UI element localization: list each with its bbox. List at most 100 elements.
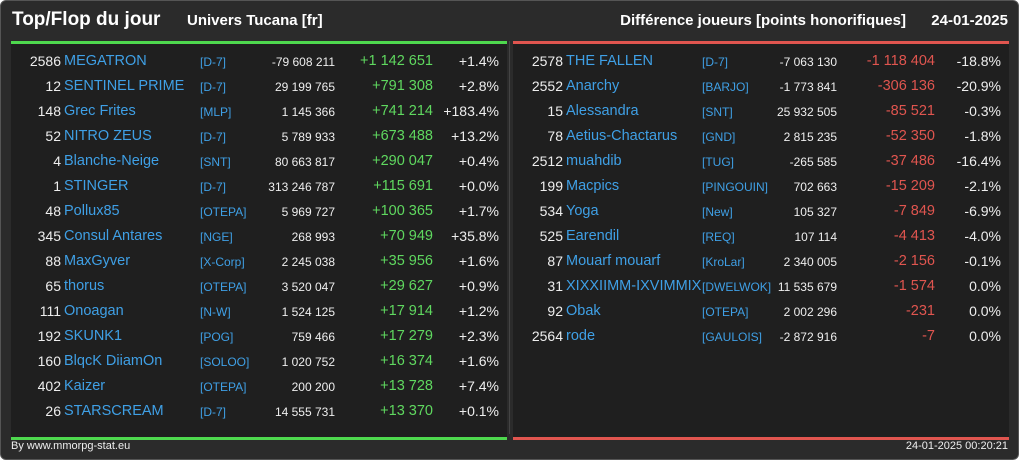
player-name-link[interactable]: STINGER bbox=[64, 178, 129, 194]
guild-tag-link[interactable]: [D-7] bbox=[702, 55, 729, 69]
player-name-link[interactable]: muahdib bbox=[566, 153, 622, 169]
top-row: 26 STARSCREAM [D-7] 14 555 731 +13 370 +0.1% bbox=[11, 399, 507, 424]
diff-cell: -7 849 bbox=[893, 203, 935, 219]
guild-tag-link[interactable]: [GAULOIS] bbox=[702, 330, 763, 344]
player-name-link[interactable]: BlqcK DiiamOn bbox=[64, 353, 163, 369]
guild-tag-link[interactable]: [PINGOUIN] bbox=[702, 180, 769, 194]
player-name-link[interactable]: MaxGyver bbox=[64, 253, 131, 269]
player-name-link[interactable]: Grec Frites bbox=[64, 103, 136, 119]
guild-tag-link[interactable]: [New] bbox=[702, 205, 733, 219]
guild-tag-link[interactable]: [REQ] bbox=[702, 230, 735, 244]
player-name-link[interactable]: rode bbox=[566, 328, 596, 344]
percent-cell: +1.2% bbox=[458, 303, 499, 319]
percent-cell: 0.0% bbox=[969, 328, 1001, 344]
guild-tag-link[interactable]: [SOLOO] bbox=[200, 355, 250, 369]
top-panel: 2586 MEGATRON [D-7] -79 608 211 +1 142 651 +1… bbox=[11, 41, 507, 440]
percent-cell: 0.0% bbox=[969, 303, 1001, 319]
rank-cell: 78 bbox=[547, 128, 563, 144]
points-cell: 759 466 bbox=[291, 330, 335, 344]
guild-tag-link[interactable]: [BARJO] bbox=[702, 80, 749, 94]
guild-tag-link[interactable]: [OTEPA] bbox=[200, 280, 247, 294]
player-name-link[interactable]: STARSCREAM bbox=[64, 403, 164, 419]
player-name-link[interactable]: Anarchy bbox=[566, 78, 620, 94]
guild-tag-link[interactable]: [DWELWOK] bbox=[702, 280, 772, 294]
player-name-link[interactable]: Consul Antares bbox=[64, 228, 163, 244]
percent-cell: -18.8% bbox=[956, 53, 1001, 69]
page-title: Top/Flop du jour bbox=[12, 9, 161, 30]
guild-tag-link[interactable]: [KroLar] bbox=[702, 255, 745, 269]
diff-cell: +70 949 bbox=[380, 228, 433, 244]
points-cell: 5 969 727 bbox=[281, 205, 335, 219]
player-name-link[interactable]: MEGATRON bbox=[64, 53, 147, 69]
player-name-link[interactable]: Blanche-Neige bbox=[64, 153, 160, 169]
flop-row: 31 XIXXIIMM-IXVIMMIX [DWELWOK] 11 535 679 -1… bbox=[513, 274, 1009, 299]
player-name-link[interactable]: Macpics bbox=[566, 178, 620, 194]
guild-tag-link[interactable]: [MLP] bbox=[200, 105, 232, 119]
guild-tag-link[interactable]: [D-7] bbox=[200, 80, 227, 94]
player-name-link[interactable]: THE FALLEN bbox=[566, 53, 654, 69]
points-cell: 25 932 505 bbox=[776, 105, 837, 119]
player-name-link[interactable]: SENTINEL PRIME bbox=[64, 78, 185, 94]
header: Top/Flop du jour Univers Tucana [fr] Dif… bbox=[1, 1, 1018, 41]
diff-cell: -52 350 bbox=[885, 128, 935, 144]
player-name-link[interactable]: thorus bbox=[64, 278, 105, 294]
guild-tag-link[interactable]: [N-W] bbox=[200, 305, 231, 319]
diff-cell: +13 728 bbox=[380, 378, 433, 394]
top-row: 52 NITRO ZEUS [D-7] 5 789 933 +673 488 +13.2% bbox=[11, 124, 507, 149]
guild-tag-link[interactable]: [NGE] bbox=[200, 230, 233, 244]
rank-cell: 525 bbox=[539, 228, 563, 244]
rank-cell: 48 bbox=[45, 203, 61, 219]
player-name-link[interactable]: Alessandra bbox=[566, 103, 639, 119]
diff-cell: -2 156 bbox=[893, 253, 935, 269]
guild-tag-link[interactable]: [OTEPA] bbox=[200, 205, 247, 219]
diff-cell: -1 574 bbox=[893, 278, 935, 294]
guild-tag-link[interactable]: [OTEPA] bbox=[200, 380, 247, 394]
percent-cell: +7.4% bbox=[458, 378, 499, 394]
guild-tag-link[interactable]: [D-7] bbox=[200, 130, 227, 144]
guild-tag-link[interactable]: [TUG] bbox=[702, 155, 734, 169]
guild-tag-link[interactable]: [SNT] bbox=[702, 105, 733, 119]
player-name-link[interactable]: Onoagan bbox=[64, 303, 124, 319]
guild-tag-link[interactable]: [SNT] bbox=[200, 155, 231, 169]
diff-cell: +13 370 bbox=[380, 403, 433, 419]
top-row: 160 BlqcK DiiamOn [SOLOO] 1 020 752 +16 374 +… bbox=[11, 349, 507, 374]
player-name-link[interactable]: Earendil bbox=[566, 228, 620, 244]
diff-cell: +290 047 bbox=[372, 153, 433, 169]
points-cell: 2 002 296 bbox=[783, 305, 837, 319]
top-row: 148 Grec Frites [MLP] 1 145 366 +741 214 +183… bbox=[11, 99, 507, 124]
player-name-link[interactable]: Aetius-Chactarus bbox=[566, 128, 678, 144]
top-row: 111 Onoagan [N-W] 1 524 125 +17 914 +1.2% bbox=[11, 299, 507, 324]
guild-tag-link[interactable]: [POG] bbox=[200, 330, 234, 344]
player-name-link[interactable]: Pollux85 bbox=[64, 203, 120, 219]
diff-cell: -1 118 404 bbox=[866, 53, 935, 69]
rank-cell: 2586 bbox=[29, 53, 61, 69]
player-name-link[interactable]: Obak bbox=[566, 303, 601, 319]
percent-cell: -20.9% bbox=[956, 78, 1001, 94]
guild-tag-link[interactable]: [D-7] bbox=[200, 405, 227, 419]
points-cell: -7 063 130 bbox=[779, 55, 837, 69]
guild-tag-link[interactable]: [D-7] bbox=[200, 55, 227, 69]
diff-cell: +115 691 bbox=[373, 178, 433, 194]
guild-tag-link[interactable]: [X-Corp] bbox=[200, 255, 245, 269]
points-cell: 3 520 047 bbox=[281, 280, 335, 294]
rank-cell: 2578 bbox=[531, 53, 563, 69]
percent-cell: +2.8% bbox=[458, 78, 499, 94]
points-cell: 2 340 005 bbox=[783, 255, 837, 269]
player-name-link[interactable]: SKUNK1 bbox=[64, 328, 123, 344]
player-name-link[interactable]: XIXXIIMM-IXVIMMIX bbox=[566, 278, 702, 294]
points-cell: 80 663 817 bbox=[274, 155, 335, 169]
guild-tag-link[interactable]: [OTEPA] bbox=[702, 305, 749, 319]
guild-tag-link[interactable]: [D-7] bbox=[200, 180, 227, 194]
diff-cell: +17 279 bbox=[380, 328, 433, 344]
player-name-link[interactable]: Yoga bbox=[566, 203, 599, 219]
rank-cell: 534 bbox=[539, 203, 563, 219]
player-name-link[interactable]: Kaizer bbox=[64, 378, 106, 394]
flop-row: 2552 Anarchy [BARJO] -1 773 841 -306 136 -20.… bbox=[513, 74, 1009, 99]
player-name-link[interactable]: NITRO ZEUS bbox=[64, 128, 152, 144]
rank-cell: 2564 bbox=[531, 328, 563, 344]
guild-tag-link[interactable]: [GND] bbox=[702, 130, 736, 144]
rank-cell: 192 bbox=[37, 328, 61, 344]
diff-cell: -85 521 bbox=[885, 103, 935, 119]
player-name-link[interactable]: Mouarf mouarf bbox=[566, 253, 661, 269]
points-cell: 313 246 787 bbox=[268, 180, 335, 194]
